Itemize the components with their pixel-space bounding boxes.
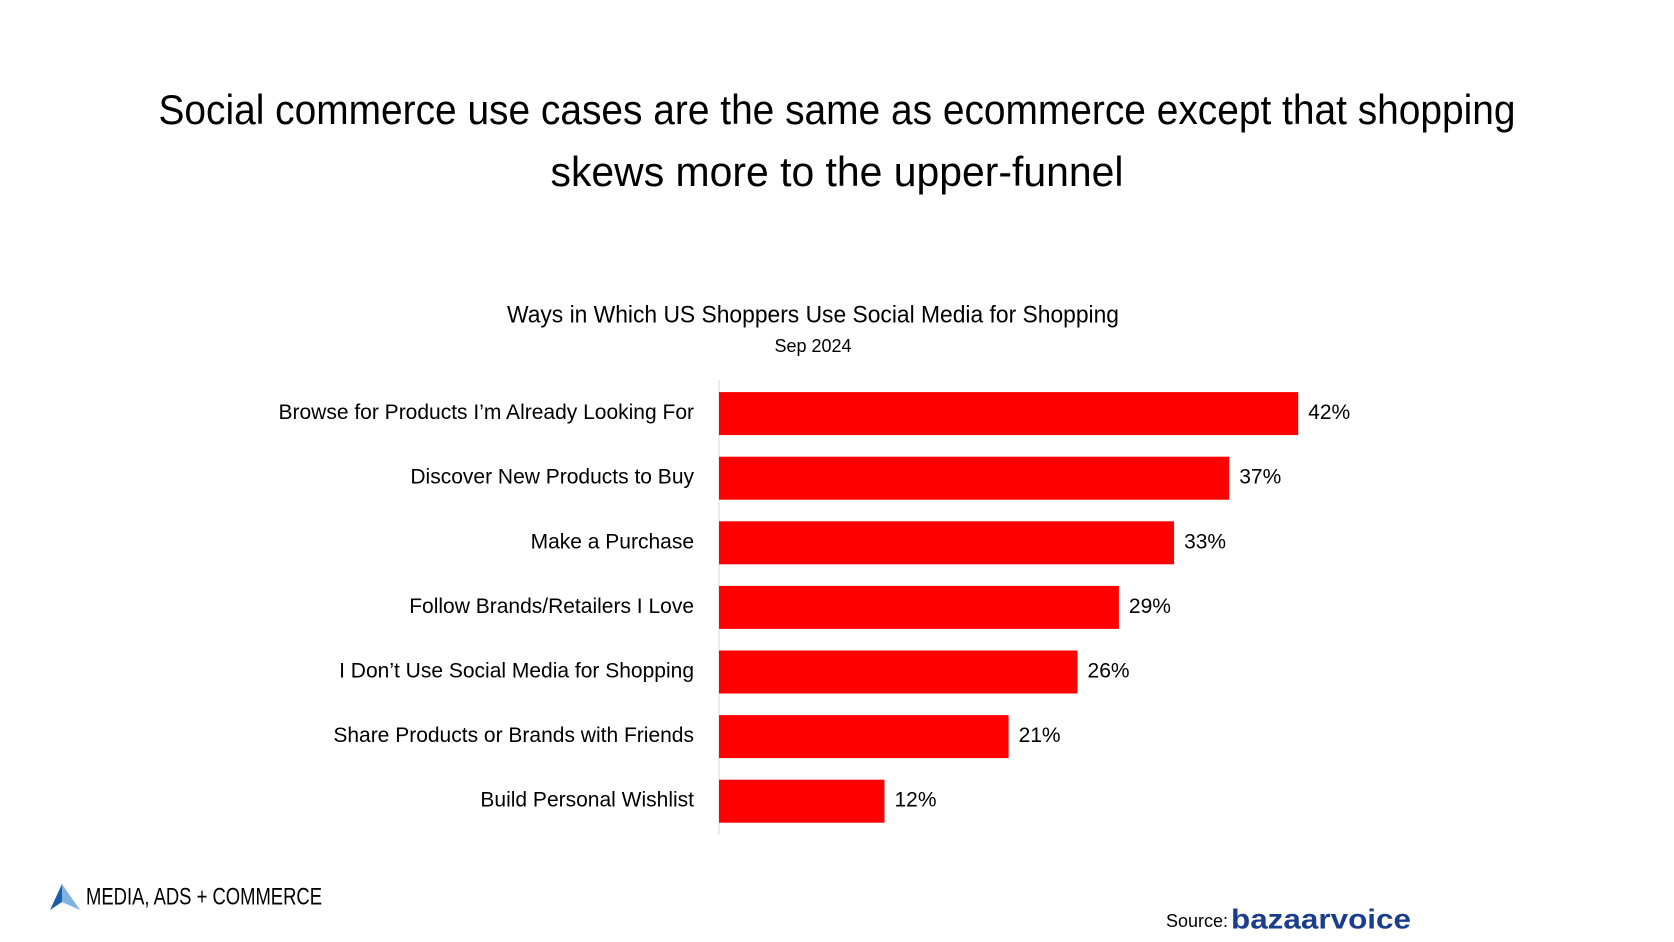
value-label: 21%	[1019, 724, 1061, 747]
value-label: 37%	[1239, 466, 1281, 489]
category-label: Build Personal Wishlist	[480, 789, 694, 812]
bar	[719, 715, 1009, 759]
logo: MEDIA, ADS + COMMERCE	[50, 883, 322, 910]
value-label: 29%	[1129, 595, 1171, 618]
slide-title: skews more to the upper-funnel	[551, 148, 1124, 195]
slide-title: Social commerce use cases are the same a…	[159, 86, 1516, 133]
category-label: Follow Brands/Retailers I Love	[409, 595, 694, 618]
logo-text: MEDIA, ADS + COMMERCE	[86, 883, 322, 910]
logo-icon	[62, 884, 80, 910]
category-label: Share Products or Brands with Friends	[333, 724, 694, 747]
value-label: 12%	[894, 789, 936, 812]
category-label: Make a Purchase	[531, 530, 694, 553]
source-logo: bazaarvoice	[1231, 903, 1411, 934]
category-label: Browse for Products I’m Already Looking …	[278, 401, 694, 424]
bar	[719, 779, 885, 823]
value-label: 42%	[1308, 401, 1350, 424]
bar	[719, 392, 1299, 436]
category-label: I Don’t Use Social Media for Shopping	[339, 660, 694, 683]
value-label: 26%	[1088, 660, 1130, 683]
source-label: Source:	[1166, 911, 1228, 931]
logo-icon	[50, 884, 62, 910]
value-label: 33%	[1184, 530, 1226, 553]
chart-subtitle: Sep 2024	[774, 336, 851, 356]
chart-title: Ways in Which US Shoppers Use Social Med…	[507, 301, 1119, 328]
bar	[719, 650, 1078, 694]
bar	[719, 521, 1175, 565]
category-label: Discover New Products to Buy	[410, 466, 694, 489]
bar	[719, 585, 1119, 629]
bar	[719, 456, 1230, 500]
